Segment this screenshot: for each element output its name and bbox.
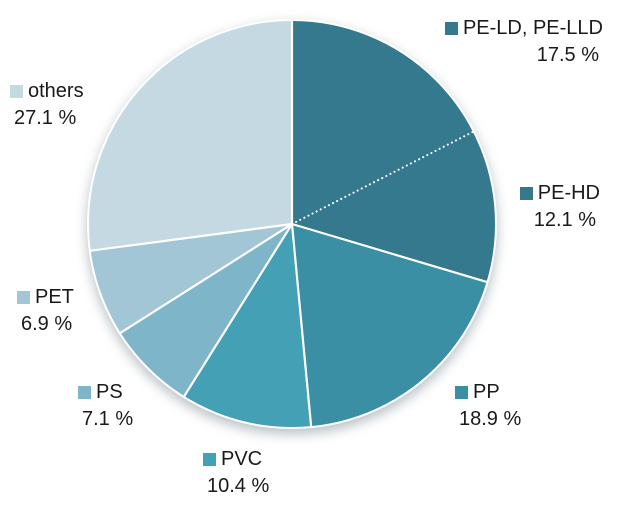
slice-name: PE-LD, PE-LLD <box>462 17 603 39</box>
slice-percent: 17.5 % <box>536 44 599 66</box>
legend-marker-icon <box>203 453 216 466</box>
pie-group <box>87 19 497 429</box>
slice-label-pp: PP 18.9 % <box>455 379 521 433</box>
slice-name: PS <box>96 381 123 403</box>
slice-name: others <box>28 80 84 102</box>
pie-slice-others <box>87 19 293 252</box>
slice-percent: 10.4 % <box>207 475 270 497</box>
pie-separator <box>182 223 293 398</box>
legend-marker-icon <box>519 187 533 200</box>
legend-marker-icon <box>444 22 458 35</box>
slice-percent: 7.1 % <box>82 408 134 430</box>
legend-marker-icon <box>10 85 23 98</box>
slice-label-line: PET <box>17 284 74 311</box>
slice-label-ps: PS 7.1 % <box>78 379 133 433</box>
legend-marker-icon <box>17 291 30 304</box>
slice-label-line: PE-HD <box>519 180 600 207</box>
slice-label-line: PS <box>78 379 133 406</box>
pie-separator <box>290 223 313 428</box>
pie-separator-dotted <box>291 130 475 225</box>
legend-marker-icon <box>455 386 468 399</box>
slice-label-pe-ld-pe-lld: PE-LD, PE-LLD 17.5 % <box>444 15 603 69</box>
slice-label-line: others <box>10 78 84 105</box>
slice-percent: 27.1 % <box>14 107 77 129</box>
pie-separator <box>89 222 293 252</box>
pie-separator <box>291 222 488 284</box>
slice-name: PE-HD <box>537 182 600 204</box>
slice-label-pe-hd: PE-HD 12.1 % <box>519 180 600 234</box>
slice-percent: 6.9 % <box>21 313 73 335</box>
slice-label-pvc: PVC 10.4 % <box>203 446 269 500</box>
slice-name: PVC <box>221 448 263 470</box>
slice-percent: 18.9 % <box>459 408 522 430</box>
slice-percent: 12.1 % <box>533 209 596 231</box>
slice-label-line: PVC <box>203 446 269 473</box>
slice-label-line: PE-LD, PE-LLD <box>444 15 603 42</box>
slice-name: PET <box>35 286 74 308</box>
slice-name: PP <box>473 381 500 403</box>
legend-marker-icon <box>78 386 91 399</box>
pie-separator <box>119 223 293 335</box>
slice-label-pet: PET 6.9 % <box>17 284 74 338</box>
slice-label-others: others 27.1 % <box>10 78 84 132</box>
slice-label-line: PP <box>455 379 521 406</box>
